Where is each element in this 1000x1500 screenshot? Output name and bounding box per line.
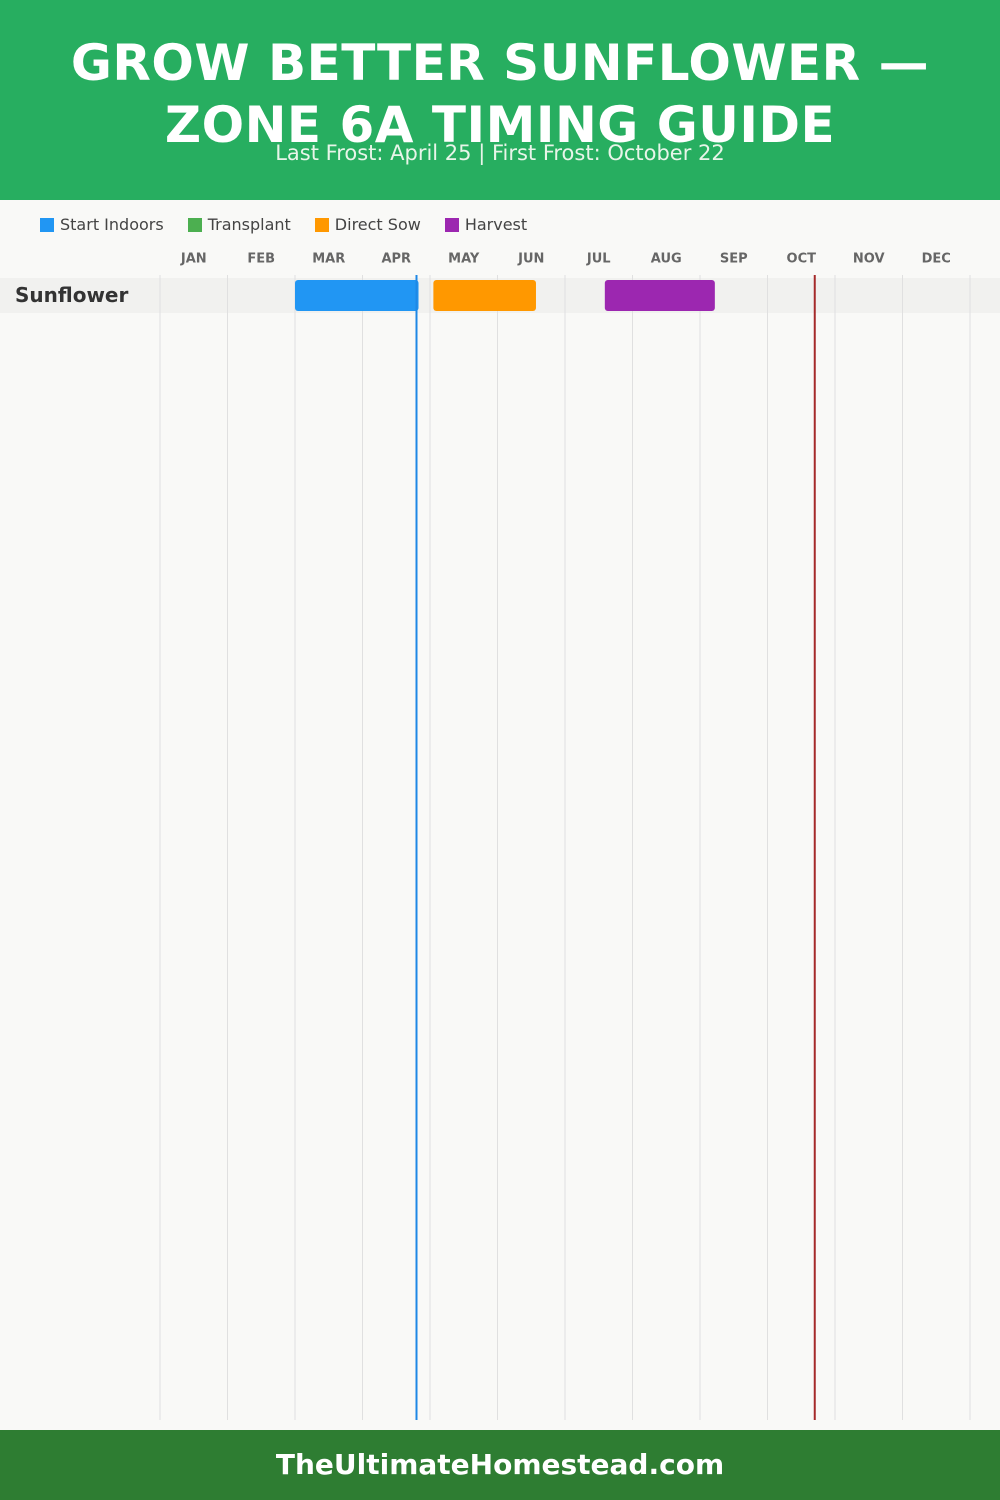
bar [295,280,419,311]
legend-item: Transplant [187,215,291,234]
legend-swatch [444,217,459,232]
header: GROW BETTER SUNFLOWER — ZONE 6A TIMING G… [0,0,1000,200]
chart-subtitle: Last Frost: April 25 | First Frost: Octo… [275,141,725,165]
bar [604,280,715,311]
x-tick-label: JAN [180,252,207,267]
legend-label: Transplant [207,215,291,234]
x-tick-label: SEP [720,252,748,267]
legend: Start Indoors Transplant Direct Sow Harvest [40,215,527,234]
x-tick-label: MAR [312,252,345,267]
legend-label: Direct Sow [334,215,421,234]
legend-item: Harvest [444,215,528,234]
legend-swatch [187,217,202,232]
legend-swatch [40,217,54,232]
chart: Sunflower JAN FEB MAR APR MAY JUN JUL AUG SEP OCT N… [15,251,971,1420]
legend-swatch [314,217,329,232]
bar [433,280,536,311]
x-tick-label: JUN [517,252,544,267]
x-tick-label: OCT [787,252,817,267]
legend-item: Direct Sow [314,215,421,234]
x-tick-label: AUG [651,252,682,267]
x-tick-label: NOV [853,252,885,267]
footer: TheUltimateHomestead.com [0,1430,1000,1500]
legend-label: Harvest [464,215,528,234]
x-tick-label: JUL [586,252,611,267]
legend-item: Start Indoors [40,215,164,234]
chart-title: GROW BETTER SUNFLOWER — ZONE 6A TIMING G… [70,34,930,154]
x-tick-label: DEC [922,252,951,267]
x-tick-label: FEB [247,252,275,267]
x-tick-label: APR [381,252,411,267]
row-label: Sunflower [15,283,128,307]
x-tick-label: MAY [448,252,480,267]
legend-label: Start Indoors [60,215,164,234]
